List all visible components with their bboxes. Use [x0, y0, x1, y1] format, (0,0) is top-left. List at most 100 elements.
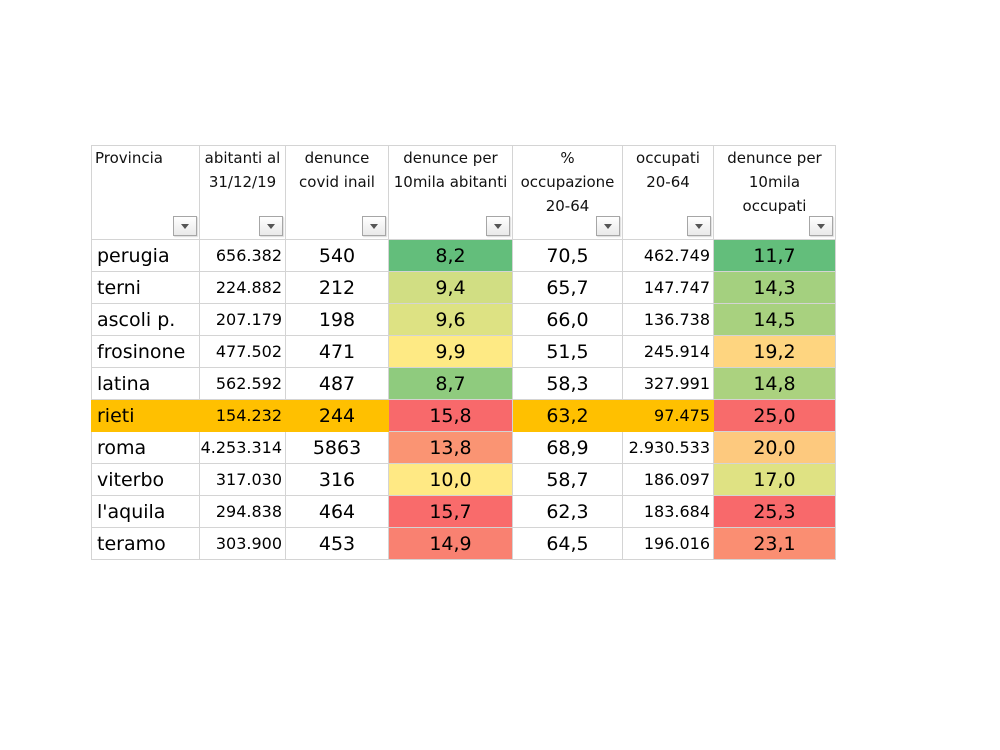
header-label: % occupazione 20-64 [520, 149, 615, 215]
cell-provincia[interactable]: l'aquila [91, 495, 200, 528]
cell-occupazione[interactable]: 65,7 [512, 271, 623, 304]
cell-occupati[interactable]: 196.016 [622, 527, 714, 560]
cell-denunce[interactable]: 316 [285, 463, 389, 496]
cell-abitanti[interactable]: 477.502 [199, 335, 286, 368]
cell-occupati[interactable]: 183.684 [622, 495, 714, 528]
cell-occupati[interactable]: 327.991 [622, 367, 714, 400]
cell-occupati[interactable]: 462.749 [622, 239, 714, 272]
cell-occupazione[interactable]: 58,7 [512, 463, 623, 496]
cell-occupati[interactable]: 97.475 [622, 399, 714, 432]
cell-denunce-per-occupati[interactable]: 14,8 [713, 367, 836, 400]
table-row: latina 562.592 487 8,7 58,3 327.991 14,8 [91, 367, 836, 400]
header-label: Provincia [95, 149, 163, 167]
cell-denunce-per-abitanti[interactable]: 10,0 [388, 463, 513, 496]
cell-occupazione[interactable]: 70,5 [512, 239, 623, 272]
cell-abitanti[interactable]: 317.030 [199, 463, 286, 496]
cell-denunce-per-abitanti[interactable]: 8,7 [388, 367, 513, 400]
cell-abitanti[interactable]: 154.232 [199, 399, 286, 432]
cell-provincia[interactable]: viterbo [91, 463, 200, 496]
cell-denunce-per-occupati[interactable]: 20,0 [713, 431, 836, 464]
cell-occupazione[interactable]: 62,3 [512, 495, 623, 528]
filter-dropdown-icon[interactable] [173, 216, 197, 236]
header-label: abitanti al 31/12/19 [204, 149, 281, 191]
table-row: frosinone 477.502 471 9,9 51,5 245.914 19,2 [91, 335, 836, 368]
cell-occupati[interactable]: 136.738 [622, 303, 714, 336]
cell-occupazione[interactable]: 63,2 [512, 399, 623, 432]
cell-occupati[interactable]: 2.930.533 [622, 431, 714, 464]
table-row: roma 4.253.314 5863 13,8 68,9 2.930.533 20,0 [91, 431, 836, 464]
cell-denunce-per-occupati[interactable]: 25,3 [713, 495, 836, 528]
header-label: occupati 20-64 [636, 149, 700, 191]
cell-abitanti[interactable]: 562.592 [199, 367, 286, 400]
cell-provincia[interactable]: teramo [91, 527, 200, 560]
cell-occupazione[interactable]: 64,5 [512, 527, 623, 560]
cell-occupazione[interactable]: 66,0 [512, 303, 623, 336]
cell-denunce-per-occupati[interactable]: 17,0 [713, 463, 836, 496]
table-row: ascoli p. 207.179 198 9,6 66,0 136.738 14,5 [91, 303, 836, 336]
filter-dropdown-icon[interactable] [259, 216, 283, 236]
cell-denunce-per-occupati[interactable]: 19,2 [713, 335, 836, 368]
cell-occupati[interactable]: 245.914 [622, 335, 714, 368]
cell-denunce-per-abitanti[interactable]: 14,9 [388, 527, 513, 560]
cell-abitanti[interactable]: 303.900 [199, 527, 286, 560]
cell-occupati[interactable]: 186.097 [622, 463, 714, 496]
filter-dropdown-icon[interactable] [687, 216, 711, 236]
header-denunce-per-occupati: denunce per 10mila occupati [713, 145, 836, 240]
table-row: rieti 154.232 244 15,8 63,2 97.475 25,0 [91, 399, 836, 432]
header-denunce-per-abitanti: denunce per 10mila abitanti [388, 145, 513, 240]
filter-dropdown-icon[interactable] [809, 216, 833, 236]
cell-denunce-per-abitanti[interactable]: 15,8 [388, 399, 513, 432]
cell-provincia[interactable]: terni [91, 271, 200, 304]
cell-denunce[interactable]: 471 [285, 335, 389, 368]
cell-provincia[interactable]: roma [91, 431, 200, 464]
header-label: denunce per 10mila occupati [727, 149, 822, 215]
cell-denunce-per-abitanti[interactable]: 9,4 [388, 271, 513, 304]
cell-denunce[interactable]: 5863 [285, 431, 389, 464]
cell-provincia[interactable]: ascoli p. [91, 303, 200, 336]
filter-dropdown-icon[interactable] [486, 216, 510, 236]
cell-occupati[interactable]: 147.747 [622, 271, 714, 304]
header-occupazione: % occupazione 20-64 [512, 145, 623, 240]
cell-occupazione[interactable]: 68,9 [512, 431, 623, 464]
header-label: denunce per 10mila abitanti [393, 149, 508, 191]
cell-abitanti[interactable]: 294.838 [199, 495, 286, 528]
cell-provincia[interactable]: perugia [91, 239, 200, 272]
cell-denunce-per-occupati[interactable]: 25,0 [713, 399, 836, 432]
cell-abitanti[interactable]: 207.179 [199, 303, 286, 336]
cell-denunce-per-occupati[interactable]: 11,7 [713, 239, 836, 272]
table-row: teramo 303.900 453 14,9 64,5 196.016 23,1 [91, 527, 836, 560]
table-row: perugia 656.382 540 8,2 70,5 462.749 11,7 [91, 239, 836, 272]
header-provincia: Provincia [91, 145, 200, 240]
cell-denunce[interactable]: 212 [285, 271, 389, 304]
cell-denunce-per-occupati[interactable]: 14,5 [713, 303, 836, 336]
cell-denunce[interactable]: 487 [285, 367, 389, 400]
cell-abitanti[interactable]: 4.253.314 [199, 431, 286, 464]
cell-provincia[interactable]: latina [91, 367, 200, 400]
cell-provincia[interactable]: rieti [91, 399, 200, 432]
cell-denunce[interactable]: 198 [285, 303, 389, 336]
cell-denunce-per-abitanti[interactable]: 9,9 [388, 335, 513, 368]
cell-denunce[interactable]: 453 [285, 527, 389, 560]
cell-denunce-per-abitanti[interactable]: 9,6 [388, 303, 513, 336]
cell-abitanti[interactable]: 656.382 [199, 239, 286, 272]
cell-denunce[interactable]: 244 [285, 399, 389, 432]
cell-denunce-per-abitanti[interactable]: 8,2 [388, 239, 513, 272]
cell-occupazione[interactable]: 58,3 [512, 367, 623, 400]
filter-dropdown-icon[interactable] [362, 216, 386, 236]
header-denunce-covid: denunce covid inail [285, 145, 389, 240]
header-row: Provincia abitanti al 31/12/19 denunce c… [91, 145, 836, 240]
cell-denunce-per-abitanti[interactable]: 13,8 [388, 431, 513, 464]
cell-abitanti[interactable]: 224.882 [199, 271, 286, 304]
table-row: viterbo 317.030 316 10,0 58,7 186.097 17,0 [91, 463, 836, 496]
cell-denunce-per-occupati[interactable]: 23,1 [713, 527, 836, 560]
spreadsheet-table: Provincia abitanti al 31/12/19 denunce c… [91, 145, 836, 560]
table-row: terni 224.882 212 9,4 65,7 147.747 14,3 [91, 271, 836, 304]
header-occupati: occupati 20-64 [622, 145, 714, 240]
cell-provincia[interactable]: frosinone [91, 335, 200, 368]
cell-denunce-per-occupati[interactable]: 14,3 [713, 271, 836, 304]
filter-dropdown-icon[interactable] [596, 216, 620, 236]
cell-occupazione[interactable]: 51,5 [512, 335, 623, 368]
cell-denunce[interactable]: 464 [285, 495, 389, 528]
cell-denunce[interactable]: 540 [285, 239, 389, 272]
cell-denunce-per-abitanti[interactable]: 15,7 [388, 495, 513, 528]
